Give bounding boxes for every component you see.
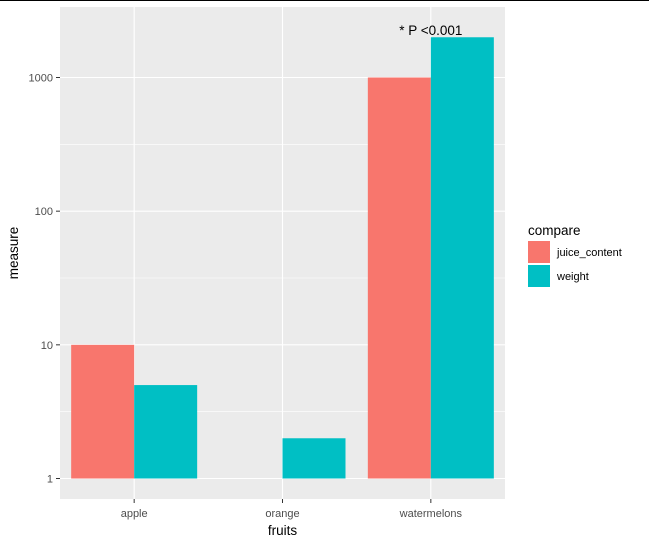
x-axis-title: fruits xyxy=(268,523,298,538)
y-axis-ticks: 1 10 100 1000 xyxy=(29,73,60,486)
bar-weight-orange xyxy=(282,438,346,479)
x-tick-label: watermelons xyxy=(399,508,463,520)
top-border-line xyxy=(0,0,649,1)
legend-title: compare xyxy=(528,223,581,238)
y-axis-title: measure xyxy=(6,227,21,280)
bar-juice_content-apple xyxy=(71,344,135,479)
legend-label-weight: weight xyxy=(556,271,589,283)
x-tick-label: orange xyxy=(265,508,299,520)
significance-annotation: * P <0.001 xyxy=(399,23,462,38)
bar-juice_content-watermelons xyxy=(367,77,431,479)
bar-weight-watermelons xyxy=(430,37,494,479)
y-tick-label: 100 xyxy=(35,206,53,218)
bars-group xyxy=(71,37,494,479)
legend-label-juice_content: juice_content xyxy=(556,247,622,259)
x-tick-label: apple xyxy=(121,508,148,520)
y-tick-label: 1 xyxy=(47,474,53,486)
y-tick-label: 1000 xyxy=(29,73,53,85)
legend-key-weight xyxy=(528,265,550,287)
y-tick-label: 10 xyxy=(41,340,53,352)
x-axis-ticks: apple orange watermelons xyxy=(121,499,463,520)
bar-weight-apple xyxy=(134,385,198,479)
legend-key-juice_content xyxy=(528,241,550,263)
